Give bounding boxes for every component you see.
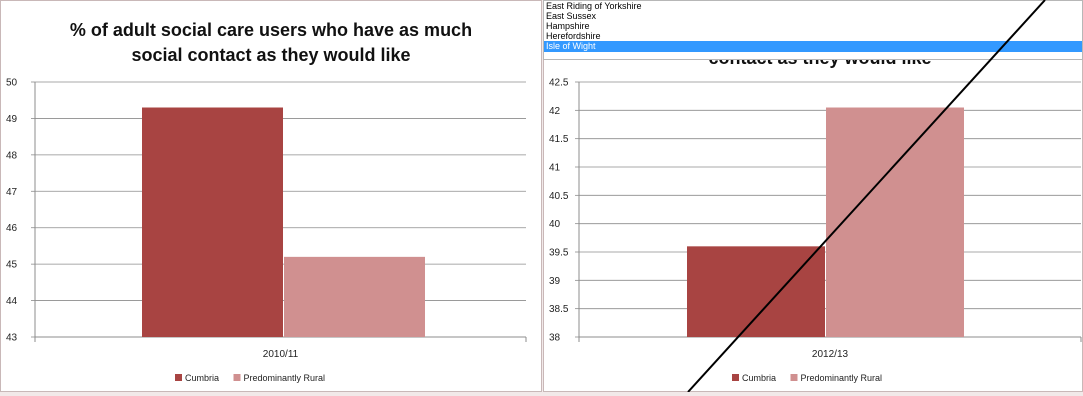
legend-swatch — [233, 374, 241, 381]
left-chart-panel: % of adult social care users who have as… — [0, 0, 542, 392]
y-tick-label: 39 — [549, 276, 561, 287]
legend-label: Cumbria — [185, 373, 219, 383]
region-dropdown-list[interactable]: East Riding of Yorkshire East Sussex Ham… — [543, 0, 1083, 60]
y-tick-label: 44 — [6, 296, 18, 307]
x-category-label: 2012/13 — [812, 349, 849, 360]
legend-swatch — [790, 374, 798, 381]
y-tick-label: 40 — [549, 219, 561, 230]
dropdown-option[interactable]: East Riding of Yorkshire — [546, 1, 642, 11]
bar-predominantly-rural — [284, 256, 425, 337]
y-tick-label: 46 — [6, 223, 18, 234]
x-category-label: 2010/11 — [263, 349, 299, 360]
dropdown-option[interactable]: Hampshire — [546, 21, 590, 31]
y-tick-label: 50 — [6, 78, 18, 89]
y-tick-label: 43 — [6, 333, 18, 344]
left-bar-chart: 43 44 45 46 47 48 49 50 2010/11 Cumbria Predominan… — [6, 78, 527, 383]
y-tick-label: 39.5 — [549, 248, 569, 259]
left-title-line-2: social contact as they would like — [131, 45, 411, 65]
legend-swatch — [175, 374, 182, 381]
y-tick-label: 38.5 — [549, 304, 569, 315]
y-tick-label: 45 — [6, 260, 18, 271]
y-tick-label: 42 — [549, 106, 561, 117]
dropdown-option-selected[interactable]: Isle of Wight — [544, 41, 1082, 52]
dropdown-option[interactable]: East Sussex — [546, 11, 597, 21]
dropdown-option[interactable]: Herefordshire — [546, 31, 601, 41]
left-chart-title: % of adult social care users who have as… — [21, 18, 521, 68]
legend-label: Predominantly Rural — [244, 373, 326, 383]
legend-swatch — [732, 374, 739, 381]
y-tick-label: 41 — [549, 163, 561, 174]
y-tick-label: 42.5 — [549, 78, 569, 89]
y-tick-label: 38 — [549, 333, 561, 344]
bar-cumbria — [687, 246, 825, 337]
left-title-line-1: % of adult social care users who have as… — [69, 20, 473, 40]
right-chart-panel: contact as they would like3838.53939.540… — [543, 0, 1083, 392]
bar-predominantly-rural — [826, 107, 964, 337]
y-tick-label: 49 — [6, 114, 18, 125]
y-tick-label: 41.5 — [549, 134, 569, 145]
y-tick-label: 48 — [6, 150, 18, 161]
legend-label: Cumbria — [742, 373, 776, 383]
y-tick-label: 40.5 — [549, 191, 569, 202]
legend-label: Predominantly Rural — [801, 373, 883, 383]
y-tick-label: 47 — [6, 187, 18, 198]
bar-cumbria — [142, 107, 283, 337]
right-bar-chart: contact as they would like3838.53939.540… — [549, 48, 1082, 383]
